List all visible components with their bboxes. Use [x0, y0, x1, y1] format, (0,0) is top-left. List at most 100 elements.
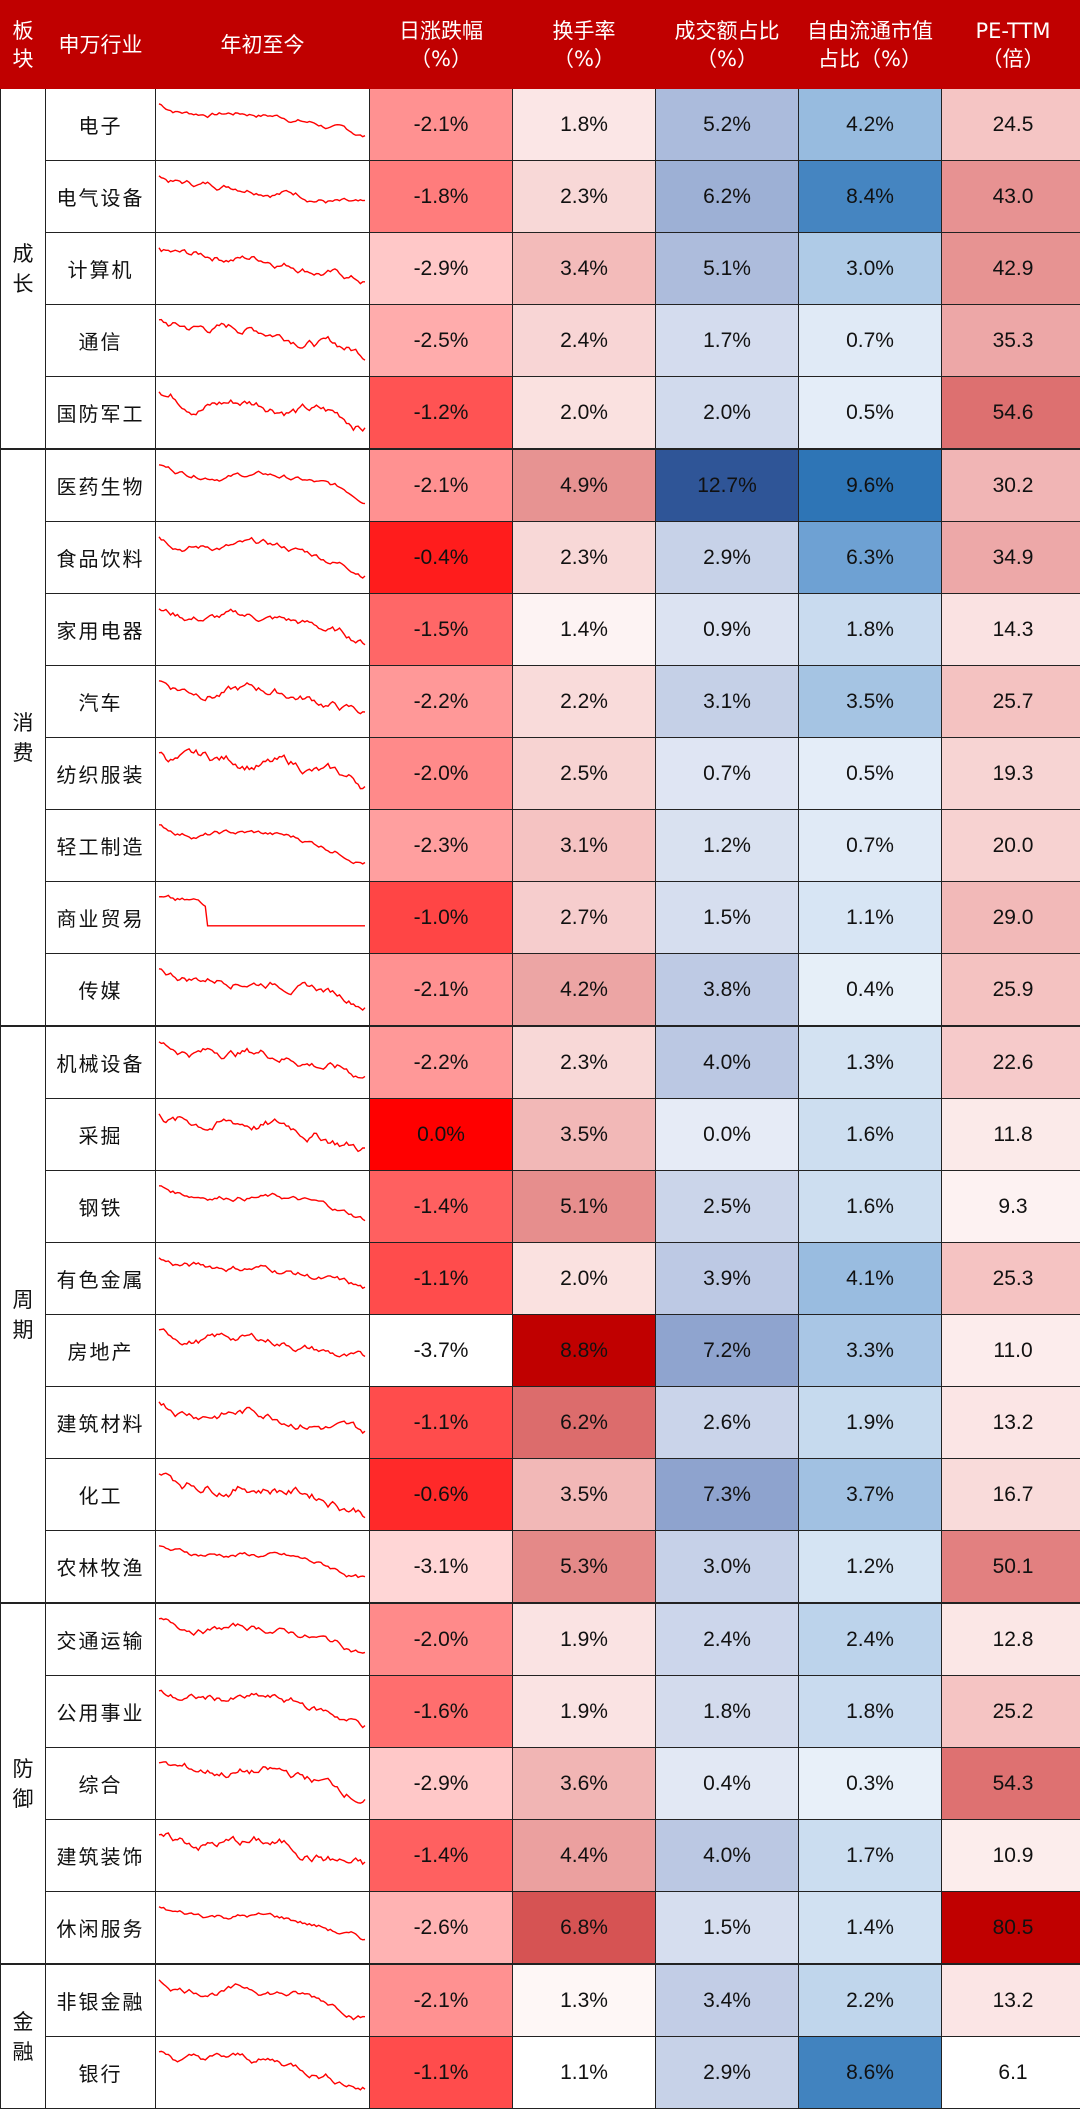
daily-cell: 0.0%: [370, 1099, 513, 1171]
header-ytd: 年初至今: [156, 1, 370, 89]
group-label: 周期: [1, 1026, 46, 1603]
group-label-char: 周: [1, 1285, 45, 1315]
float-cap-share-cell: 1.1%: [799, 882, 942, 954]
table-row: 化工-0.6%3.5%7.3%3.7%16.7: [1, 1459, 1080, 1531]
volume-share-cell: 12.7%: [656, 449, 799, 522]
ytd-sparkline: [156, 522, 370, 594]
daily-cell: -2.1%: [370, 449, 513, 522]
daily-cell: -1.1%: [370, 2037, 513, 2109]
table-row: 计算机-2.9%3.4%5.1%3.0%42.9: [1, 233, 1080, 305]
sparkline-path: [159, 1907, 365, 1940]
volume-share-cell: 2.9%: [656, 522, 799, 594]
turnover-cell: 2.3%: [513, 1026, 656, 1099]
ytd-sparkline: [156, 233, 370, 305]
industry-name: 建筑材料: [46, 1387, 156, 1459]
header-industry: 申万行业: [46, 1, 156, 89]
industry-name: 有色金属: [46, 1243, 156, 1315]
turnover-cell: 2.2%: [513, 666, 656, 738]
industry-name: 家用电器: [46, 594, 156, 666]
daily-cell: -1.8%: [370, 161, 513, 233]
sparkline-svg: [156, 739, 368, 808]
pe-cell: 16.7: [942, 1459, 1080, 1531]
volume-share-cell: 3.8%: [656, 954, 799, 1027]
float-cap-share-cell: 3.5%: [799, 666, 942, 738]
volume-share-cell: 1.5%: [656, 882, 799, 954]
pe-cell: 25.7: [942, 666, 1080, 738]
daily-cell: -2.9%: [370, 1748, 513, 1820]
table-row: 食品饮料-0.4%2.3%2.9%6.3%34.9: [1, 522, 1080, 594]
sparkline-path: [159, 1833, 365, 1864]
sparkline-path: [159, 825, 365, 864]
turnover-cell: 2.3%: [513, 161, 656, 233]
industry-name: 综合: [46, 1748, 156, 1820]
daily-cell: -2.0%: [370, 738, 513, 810]
table-row: 电气设备-1.8%2.3%6.2%8.4%43.0: [1, 161, 1080, 233]
table-row: 钢铁-1.4%5.1%2.5%1.6%9.3: [1, 1171, 1080, 1243]
table-row: 汽车-2.2%2.2%3.1%3.5%25.7: [1, 666, 1080, 738]
industry-name: 传媒: [46, 954, 156, 1027]
industry-name: 公用事业: [46, 1676, 156, 1748]
float-cap-share-cell: 1.6%: [799, 1171, 942, 1243]
pe-cell: 11.8: [942, 1099, 1080, 1171]
ytd-sparkline: [156, 2037, 370, 2109]
industry-name: 计算机: [46, 233, 156, 305]
table-row: 家用电器-1.5%1.4%0.9%1.8%14.3: [1, 594, 1080, 666]
sparkline-svg: [156, 1749, 368, 1818]
float-cap-share-cell: 4.2%: [799, 89, 942, 161]
daily-cell: -2.1%: [370, 1964, 513, 2037]
volume-share-cell: 2.5%: [656, 1171, 799, 1243]
ytd-sparkline: [156, 1099, 370, 1171]
industry-name: 国防军工: [46, 377, 156, 450]
pe-cell: 19.3: [942, 738, 1080, 810]
sparkline-path: [159, 1690, 365, 1727]
float-cap-share-cell: 8.4%: [799, 161, 942, 233]
float-cap-share-cell: 1.8%: [799, 594, 942, 666]
volume-share-cell: 1.2%: [656, 810, 799, 882]
daily-cell: -2.2%: [370, 1026, 513, 1099]
daily-cell: -3.7%: [370, 1315, 513, 1387]
pe-cell: 80.5: [942, 1892, 1080, 1965]
float-cap-share-cell: 3.0%: [799, 233, 942, 305]
float-cap-share-cell: 1.4%: [799, 1892, 942, 1965]
volume-share-cell: 3.1%: [656, 666, 799, 738]
table-row: 金融非银金融-2.1%1.3%3.4%2.2%13.2: [1, 1964, 1080, 2037]
volume-share-cell: 2.0%: [656, 377, 799, 450]
industry-name: 电气设备: [46, 161, 156, 233]
header-pe-ttm: PE-TTM（倍）: [942, 1, 1080, 89]
ytd-sparkline: [156, 1676, 370, 1748]
sparkline-path: [159, 1473, 365, 1518]
pe-cell: 54.6: [942, 377, 1080, 450]
volume-share-cell: 4.0%: [656, 1026, 799, 1099]
header-row: 板块 申万行业 年初至今 日涨跌幅（%） 换手率（%） 成交额占比（%） 自由流…: [1, 1, 1080, 89]
sparkline-svg: [156, 90, 368, 159]
industry-name: 化工: [46, 1459, 156, 1531]
table-row: 周期机械设备-2.2%2.3%4.0%1.3%22.6: [1, 1026, 1080, 1099]
table-row: 休闲服务-2.6%6.8%1.5%1.4%80.5: [1, 1892, 1080, 1965]
sparkline-svg: [156, 2038, 368, 2107]
sparkline-path: [159, 2051, 365, 2089]
sparkline-path: [159, 1546, 365, 1578]
industry-name: 非银金融: [46, 1964, 156, 2037]
industry-name: 房地产: [46, 1315, 156, 1387]
volume-share-cell: 4.0%: [656, 1820, 799, 1892]
float-cap-share-cell: 3.3%: [799, 1315, 942, 1387]
industry-name: 农林牧渔: [46, 1531, 156, 1604]
pe-cell: 11.0: [942, 1315, 1080, 1387]
ytd-sparkline: [156, 1748, 370, 1820]
sparkline-svg: [156, 1100, 368, 1169]
industry-name: 轻工制造: [46, 810, 156, 882]
ytd-sparkline: [156, 1603, 370, 1676]
turnover-cell: 2.0%: [513, 1243, 656, 1315]
industry-name: 休闲服务: [46, 1892, 156, 1965]
sparkline-svg: [156, 1388, 368, 1457]
volume-share-cell: 1.5%: [656, 1892, 799, 1965]
ytd-sparkline: [156, 1243, 370, 1315]
daily-cell: -1.4%: [370, 1820, 513, 1892]
sparkline-svg: [156, 1028, 368, 1097]
float-cap-share-cell: 0.7%: [799, 810, 942, 882]
industry-name: 食品饮料: [46, 522, 156, 594]
daily-cell: -1.1%: [370, 1243, 513, 1315]
industry-name: 钢铁: [46, 1171, 156, 1243]
ytd-sparkline: [156, 810, 370, 882]
